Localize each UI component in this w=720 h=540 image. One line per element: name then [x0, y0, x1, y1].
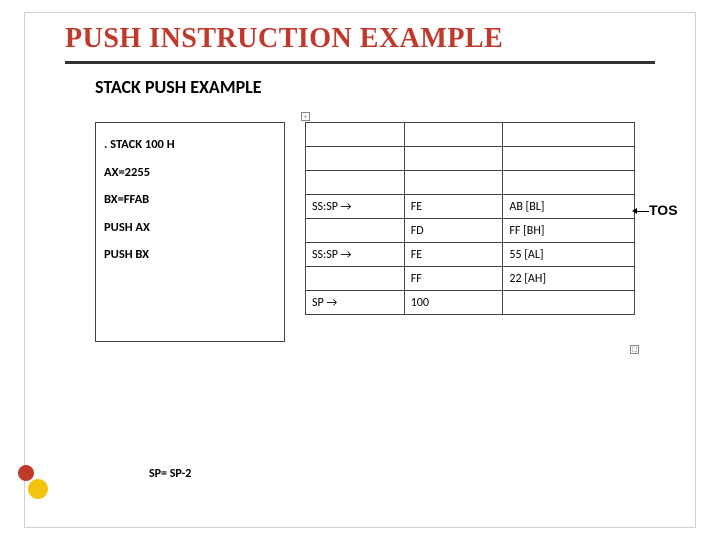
tos-arrow-line: [635, 211, 649, 212]
table-cell: [404, 147, 503, 171]
table-cell: [306, 171, 405, 195]
table-row: [306, 171, 635, 195]
table-cell: 100: [404, 291, 503, 315]
table-cell: SS:SP →: [306, 243, 405, 267]
table-row: FDFF [BH]: [306, 219, 635, 243]
memory-table-wrap: SS:SP →FEAB [BL]FDFF [BH]SS:SP →FE55 [AL…: [305, 122, 635, 315]
table-cell: AB [BL]: [503, 195, 635, 219]
table-cell: FD: [404, 219, 503, 243]
table-cell: FF [BH]: [503, 219, 635, 243]
accent-dot-red: [18, 465, 34, 481]
title-rule: [65, 61, 655, 64]
table-cell: [306, 147, 405, 171]
code-line: . STACK 100 H: [104, 131, 276, 159]
table-cell: FF: [404, 267, 503, 291]
table-row: [306, 123, 635, 147]
code-line: PUSH BX: [104, 241, 276, 269]
table-row: SS:SP →FEAB [BL]: [306, 195, 635, 219]
table-row: FF22 [AH]: [306, 267, 635, 291]
table-cell: [404, 123, 503, 147]
content-layout: . STACK 100 H AX=2255 BX=FFAB PUSH AX PU…: [25, 100, 695, 400]
accent-dot-yellow: [28, 479, 48, 499]
table-handle-icon: +: [301, 112, 310, 121]
memory-table: SS:SP →FEAB [BL]FDFF [BH]SS:SP →FE55 [AL…: [305, 122, 635, 315]
slide-title: PUSH INSTRUCTION EXAMPLE: [25, 13, 695, 59]
slide-frame: PUSH INSTRUCTION EXAMPLE STACK PUSH EXAM…: [24, 12, 696, 528]
table-cell: [306, 219, 405, 243]
table-cell: SS:SP →: [306, 195, 405, 219]
table-row: [306, 147, 635, 171]
table-cell: SP →: [306, 291, 405, 315]
slide-subtitle: STACK PUSH EXAMPLE: [25, 70, 695, 100]
table-cell: [503, 291, 635, 315]
table-row: SS:SP →FE55 [AL]: [306, 243, 635, 267]
table-cell: [503, 171, 635, 195]
table-handle-icon: ☐: [630, 345, 639, 354]
table-cell: [503, 147, 635, 171]
table-cell: [306, 123, 405, 147]
code-box: . STACK 100 H AX=2255 BX=FFAB PUSH AX PU…: [95, 122, 285, 342]
table-cell: [306, 267, 405, 291]
table-cell: FE: [404, 195, 503, 219]
footer-note: SP= SP-2: [149, 467, 191, 481]
table-row: SP →100: [306, 291, 635, 315]
code-line: AX=2255: [104, 159, 276, 187]
table-cell: [503, 123, 635, 147]
table-cell: 55 [AL]: [503, 243, 635, 267]
table-cell: [404, 171, 503, 195]
code-line: PUSH AX: [104, 214, 276, 242]
code-line: BX=FFAB: [104, 186, 276, 214]
tos-label: TOS: [649, 202, 678, 218]
table-cell: FE: [404, 243, 503, 267]
table-cell: 22 [AH]: [503, 267, 635, 291]
